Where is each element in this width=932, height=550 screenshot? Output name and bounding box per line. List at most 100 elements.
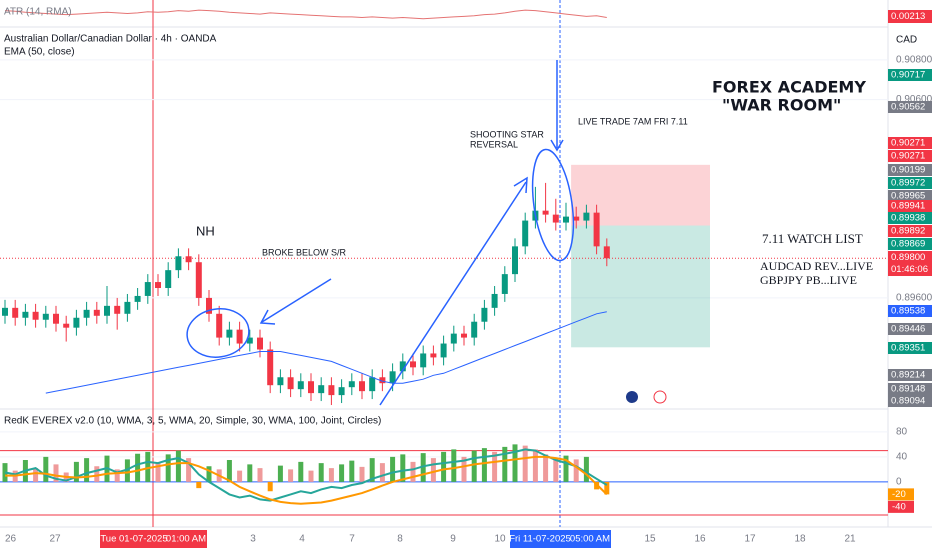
histogram-bar: [369, 458, 375, 482]
x-tick-label: Tue 01-07-2025: [100, 534, 167, 545]
chart-title: Australian Dollar/Canadian Dollar · 4h ·…: [4, 34, 217, 45]
histogram-bar: [84, 458, 90, 482]
histogram-bar: [328, 468, 334, 482]
annotation: GBPJPY PB...LIVE: [760, 273, 857, 287]
legend-entry: EMA (50, close): [4, 47, 75, 58]
histogram-bar: [339, 464, 345, 482]
y-tick-label: 0.90600: [896, 94, 932, 105]
price-tag-bg: [888, 200, 932, 212]
price-tag-bg: [888, 395, 932, 407]
indicator-line: [4, 448, 608, 502]
price-tag-bg: [888, 212, 932, 224]
histogram-bar: [430, 458, 436, 482]
histogram-bar: [420, 453, 426, 482]
histogram-bar: [114, 469, 120, 482]
x-highlight: [100, 530, 207, 548]
histogram-bar: [522, 445, 528, 482]
price-tag: 0.89800: [891, 252, 925, 263]
histogram-bar: [573, 459, 579, 482]
candle-body: [389, 371, 396, 384]
x-highlight: [510, 530, 611, 548]
candle-body: [104, 305, 110, 316]
flag-icon: [653, 390, 667, 404]
price-tag-bg: [888, 383, 932, 395]
y-tick-label: 0: [896, 477, 902, 488]
candle-body: [124, 301, 131, 314]
candle-body: [552, 214, 559, 223]
candle-body: [461, 333, 467, 338]
price-tag-bg: [888, 238, 932, 250]
annotation: NH: [196, 223, 215, 238]
histogram-bar: [471, 450, 477, 482]
marks-layer: 0.90800 0.90600 0.89600 0.00213 0.90717 0.905…: [2, 9, 932, 548]
histogram-bar: [277, 465, 283, 482]
candle-body: [318, 385, 325, 394]
candle-body: [440, 343, 447, 358]
histogram-bar: [604, 481, 610, 495]
histogram-bar: [553, 458, 559, 482]
histogram-bar: [441, 451, 447, 482]
price-tag: 0.89446: [891, 324, 925, 335]
histogram-bar: [226, 460, 232, 482]
candle-body: [83, 309, 90, 318]
candle-body: [246, 337, 253, 344]
indicator-title: RedK EVEREX v2.0 (10, WMA, 3, 5, WMA, 20…: [4, 416, 381, 427]
histogram-bar: [73, 461, 79, 482]
candle-body: [175, 256, 182, 271]
candle-body: [501, 274, 508, 294]
candle-body: [573, 216, 580, 221]
histogram-bar: [492, 451, 498, 482]
price-tag: 0.89351: [891, 343, 925, 354]
histogram-bar: [318, 463, 324, 482]
histogram-bar: [461, 456, 467, 482]
candle-body: [185, 256, 192, 263]
value-tag-bg: [888, 500, 914, 513]
candle-body: [522, 220, 529, 247]
candle-body: [22, 311, 29, 318]
candle-body: [195, 262, 202, 298]
price-tag: 0.90271: [891, 151, 925, 162]
x-tick-label: 16: [694, 534, 706, 545]
histogram-bar: [502, 446, 508, 482]
y-tick-label: 40: [896, 452, 908, 463]
candle-body: [491, 293, 498, 308]
candle-body: [226, 329, 233, 338]
price-tag-bg: [888, 137, 932, 149]
currency-label: CAD: [896, 35, 917, 46]
indicator-title: ATR (14, RMA): [4, 7, 72, 18]
candle-body: [12, 307, 19, 318]
histogram-bar: [267, 481, 273, 492]
price-tag: 0.89538: [891, 306, 925, 317]
histogram-bar: [237, 470, 243, 482]
histogram-bar: [349, 460, 355, 482]
price-tag-bg: [888, 305, 932, 317]
price-tag: 0.89941: [891, 201, 925, 212]
x-tick-label: 15: [644, 534, 656, 545]
candle-body: [297, 381, 304, 390]
candle-body: [328, 385, 335, 396]
candle-body: [481, 307, 488, 322]
price-tag: 01:46:06: [891, 264, 928, 275]
histogram-bar: [532, 449, 538, 482]
price-tag: 0.89214: [891, 370, 925, 381]
histogram-bar: [94, 466, 100, 482]
histogram-bar: [543, 454, 549, 482]
histogram-bar: [400, 454, 406, 482]
annotation: LIVE TRADE 7AM FRI 7.11: [578, 116, 688, 126]
price-tag: 0.90199: [891, 165, 925, 176]
candle-body: [603, 246, 610, 259]
histogram-bar: [512, 444, 518, 482]
annotation: REVERSAL: [470, 139, 518, 149]
circle: [531, 148, 575, 262]
ema-line: [45, 311, 607, 394]
price-tag: 0.90717: [891, 70, 925, 81]
candle-body: [471, 321, 478, 338]
histogram-bar: [124, 459, 130, 482]
candle-body: [430, 353, 437, 358]
annotation: "WAR ROOM": [722, 96, 841, 115]
histogram-bar: [43, 456, 49, 482]
histogram-bar: [379, 463, 385, 482]
candle-body: [277, 377, 284, 386]
y-tick-label: 80: [896, 427, 908, 438]
value-tag: -20: [892, 489, 906, 500]
